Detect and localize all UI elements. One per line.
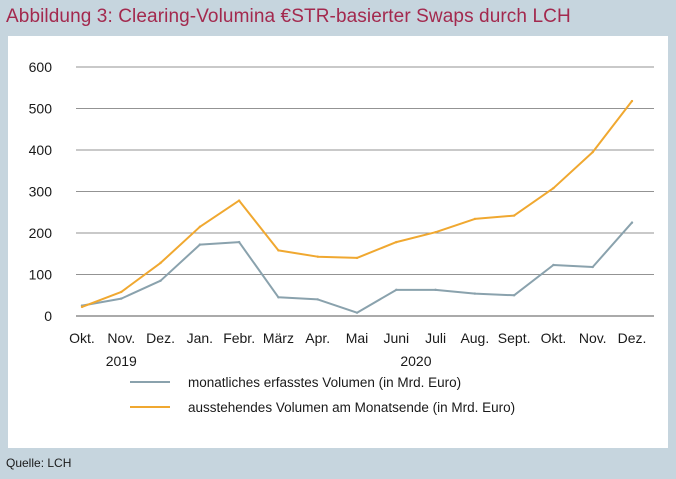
- year-label-2019: 2019: [106, 353, 137, 369]
- data-point-0-6: [316, 298, 319, 301]
- data-point-0-2: [159, 279, 162, 282]
- data-point-0-5: [277, 296, 280, 299]
- x-tick-label-3: Jan.: [187, 330, 213, 346]
- x-tick-label-4: Febr.: [223, 330, 255, 346]
- x-tick-label-13: Nov.: [579, 330, 607, 346]
- data-point-0-13: [591, 265, 594, 269]
- data-point-1-9: [434, 230, 437, 234]
- legend-swatch-1: [130, 406, 170, 408]
- x-tick-label-2: Dez.: [146, 330, 175, 346]
- x-tick-label-8: Juni: [383, 330, 409, 346]
- data-point-0-8: [395, 288, 398, 292]
- y-tick-label-200: 200: [29, 225, 53, 241]
- data-point-0-12: [552, 263, 555, 267]
- x-tick-label-0: Okt.: [69, 330, 95, 346]
- x-tick-label-7: Mai: [346, 330, 369, 346]
- data-point-0-9: [434, 288, 437, 292]
- x-tick-label-9: Juli: [425, 330, 446, 346]
- legend-swatch-0: [130, 381, 170, 383]
- legend-item-0: monatliches erfasstes Volumen (in Mrd. E…: [130, 372, 461, 392]
- y-tick-label-500: 500: [29, 101, 53, 117]
- data-point-1-4: [237, 199, 241, 202]
- data-point-1-8: [395, 240, 398, 244]
- y-tick-label-100: 100: [29, 267, 53, 283]
- data-point-1-11: [512, 214, 516, 217]
- legend-label-0: monatliches erfasstes Volumen (in Mrd. E…: [188, 374, 462, 390]
- data-point-0-7: [355, 311, 359, 314]
- series-line-0: [81, 221, 633, 314]
- x-tick-label-10: Aug.: [460, 330, 489, 346]
- data-point-0-11: [512, 294, 516, 297]
- data-point-0-10: [473, 292, 477, 295]
- x-tick-label-14: Dez.: [618, 330, 647, 346]
- data-point-1-14: [630, 99, 634, 103]
- data-point-0-3: [198, 243, 202, 246]
- year-label-2020: 2020: [400, 353, 431, 369]
- data-point-1-13: [591, 150, 594, 154]
- data-point-1-0: [80, 305, 84, 309]
- data-point-0-1: [120, 297, 123, 300]
- data-point-1-6: [316, 255, 319, 258]
- x-tick-label-1: Nov.: [107, 330, 135, 346]
- x-tick-label-5: März: [263, 330, 294, 346]
- y-tick-label-400: 400: [29, 142, 53, 158]
- chart-title: Abbildung 3: Clearing-Volumina €STR-basi…: [6, 6, 571, 27]
- source-note: Quelle: LCH: [6, 456, 72, 470]
- data-point-0-4: [237, 240, 241, 244]
- y-tick-label-300: 300: [29, 184, 53, 200]
- data-point-1-1: [120, 290, 123, 294]
- data-point-1-3: [198, 225, 202, 228]
- data-point-0-14: [630, 221, 634, 224]
- data-point-1-12: [552, 186, 555, 190]
- data-point-1-10: [473, 217, 477, 221]
- x-tick-label-12: Okt.: [541, 330, 567, 346]
- line-chart: 0 100 200 300 400 500 600 Okt. Nov. Dez. Jan. Febr.…: [29, 59, 654, 369]
- legend-item-1: ausstehendes Volumen am Monatsende (in M…: [130, 397, 515, 417]
- data-point-1-7: [355, 256, 359, 260]
- data-point-1-2: [159, 261, 162, 265]
- chart-panel: 0 100 200 300 400 500 600 Okt. Nov. Dez. Jan. Febr.…: [8, 36, 668, 448]
- x-tick-label-6: Apr.: [305, 330, 330, 346]
- x-tick-label-11: Sept.: [498, 330, 531, 346]
- y-tick-label-600: 600: [29, 59, 53, 75]
- y-tick-label-0: 0: [44, 308, 52, 324]
- legend-label-1: ausstehendes Volumen am Monatsende (in M…: [188, 399, 516, 415]
- data-point-1-5: [277, 249, 280, 252]
